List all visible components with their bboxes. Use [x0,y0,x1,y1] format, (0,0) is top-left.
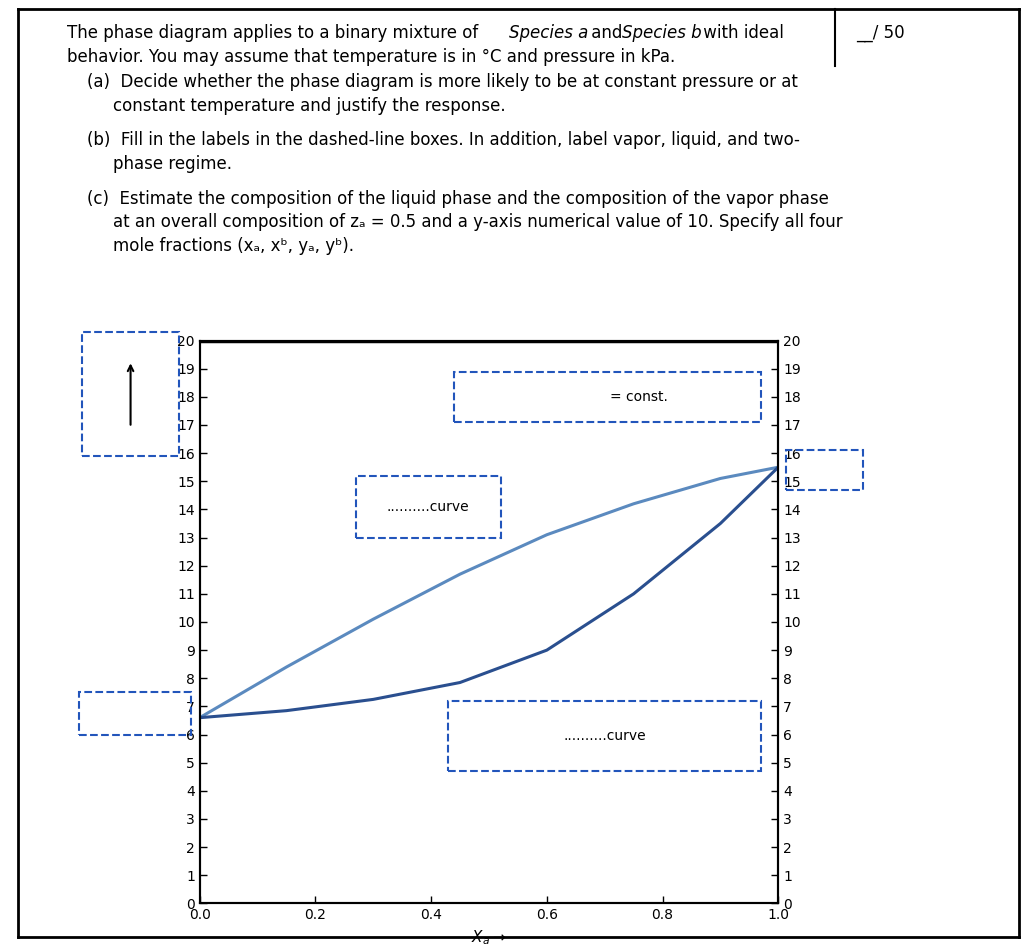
Text: Species b: Species b [622,24,701,43]
Text: = const.: = const. [610,390,669,404]
Text: mole fractions (xₐ, xᵇ, yₐ, yᵇ).: mole fractions (xₐ, xᵇ, yₐ, yᵇ). [113,236,353,255]
Text: ..........curve: ..........curve [387,499,470,514]
Text: and: and [586,24,628,43]
X-axis label: $X_a\rightarrow$: $X_a\rightarrow$ [471,928,507,946]
Text: (c)  Estimate the composition of the liquid phase and the composition of the vap: (c) Estimate the composition of the liqu… [87,189,828,208]
Text: phase regime.: phase regime. [113,154,231,173]
Text: with ideal: with ideal [698,24,784,43]
Bar [455,372,761,422]
Text: The phase diagram applies to a binary mixture of: The phase diagram applies to a binary mi… [67,24,483,43]
Bar [356,476,501,537]
Text: (b)  Fill in the labels in the dashed-line boxes. In addition, label vapor, liqu: (b) Fill in the labels in the dashed-lin… [87,131,800,149]
Text: ..........curve: ..........curve [563,729,646,743]
Text: Species a: Species a [509,24,589,43]
Text: (a)  Decide whether the phase diagram is more likely to be at constant pressure : (a) Decide whether the phase diagram is … [87,73,798,92]
Text: at an overall composition of zₐ = 0.5 and a y-axis numerical value of 10. Specif: at an overall composition of zₐ = 0.5 an… [113,213,843,232]
Text: __/ 50: __/ 50 [856,24,905,43]
Text: behavior. You may assume that temperature is in °C and pressure in kPa.: behavior. You may assume that temperatur… [67,47,675,66]
Bar [449,701,761,771]
Text: constant temperature and justify the response.: constant temperature and justify the res… [113,96,505,115]
